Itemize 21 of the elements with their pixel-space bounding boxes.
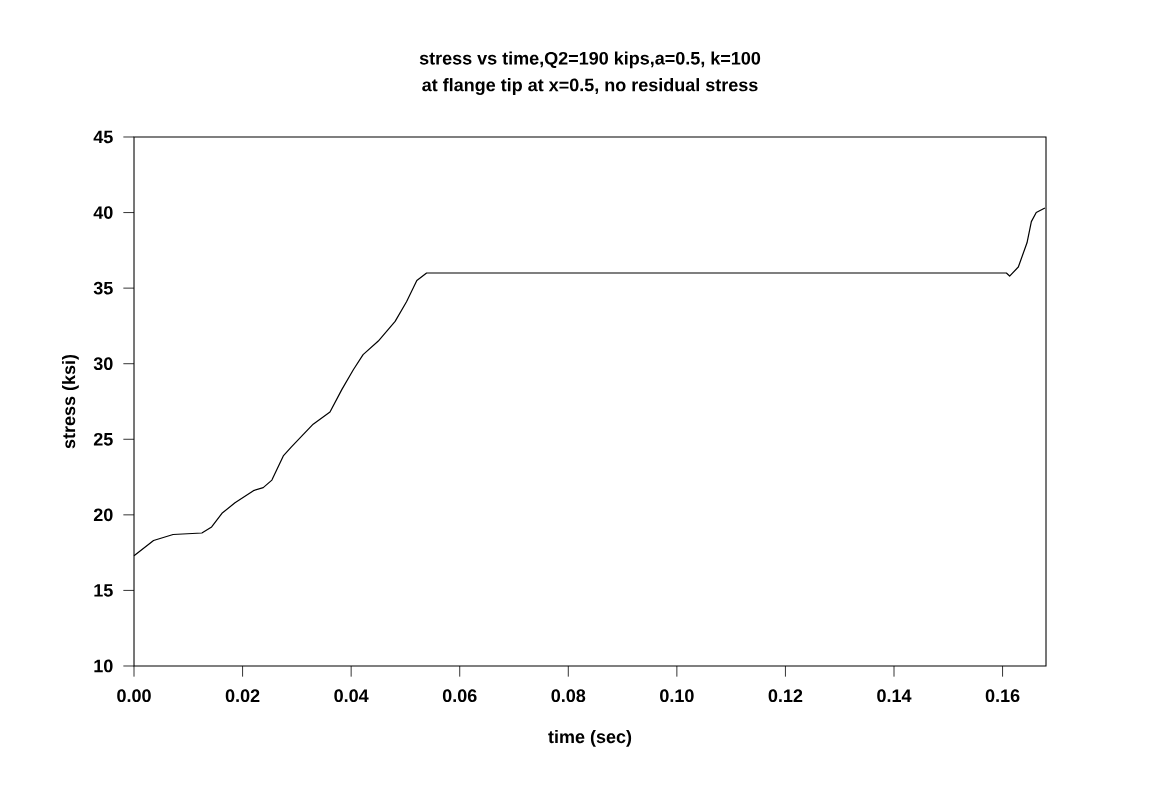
y-tick-label: 30 — [93, 357, 113, 371]
x-tick-label: 0.10 — [660, 689, 694, 703]
x-tick-label: 0.14 — [877, 689, 912, 703]
x-tick-label: 0.08 — [551, 689, 586, 703]
y-tick-label: 10 — [94, 659, 113, 673]
x-tick-label: 0.04 — [334, 689, 369, 703]
x-tick-label: 0.06 — [442, 689, 477, 703]
x-tick-label: 0.02 — [225, 689, 260, 703]
chart-subtitle: at flange tip at x=0.5, no residual stress — [422, 78, 758, 95]
x-axis-title: time (sec) — [548, 729, 632, 747]
y-tick-label: 25 — [93, 432, 113, 446]
x-tick-label: 0.12 — [768, 689, 803, 703]
y-tick-label: 40 — [93, 206, 113, 219]
x-tick-label: 0.16 — [985, 689, 1020, 703]
y-axis-title: stress (ksi) — [62, 354, 79, 449]
y-tick-label: 15 — [94, 584, 113, 597]
y-tick-label: 20 — [93, 508, 113, 522]
y-tick-label: 45 — [93, 130, 113, 144]
chart-title: stress vs time,Q2=190 kips,a=0.5, k=100 — [419, 51, 761, 69]
y-tick-label: 35 — [93, 281, 113, 295]
x-tick-label: 0.00 — [117, 689, 151, 703]
